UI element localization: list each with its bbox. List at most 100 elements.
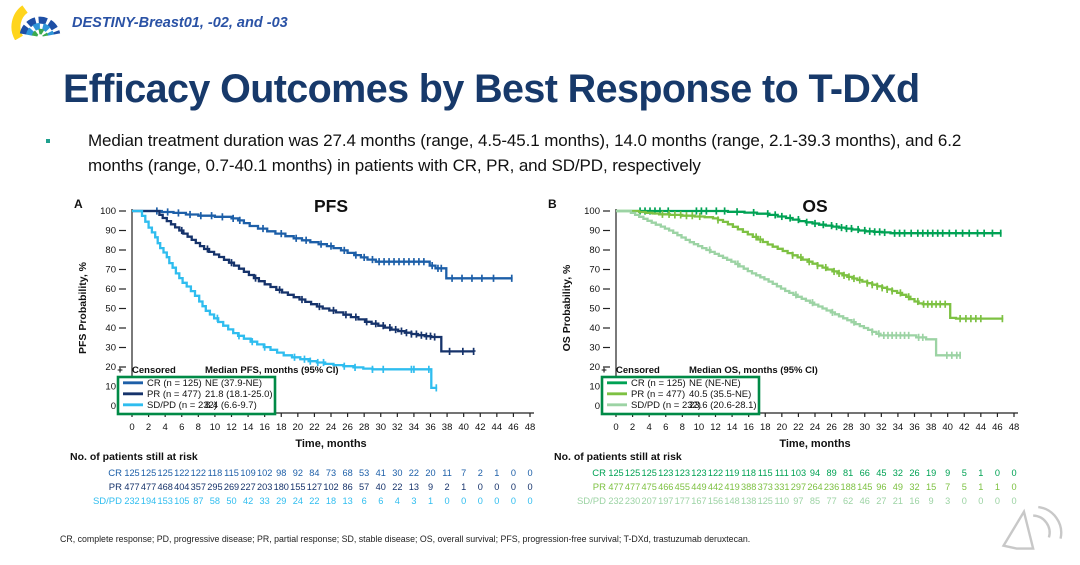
svg-text:230: 230 bbox=[625, 496, 640, 506]
svg-text:105: 105 bbox=[174, 496, 189, 506]
svg-text:SD/PD (n = 232): SD/PD (n = 232) bbox=[147, 400, 217, 411]
svg-text:11: 11 bbox=[442, 468, 452, 478]
bullet-icon bbox=[46, 139, 50, 143]
svg-text:32: 32 bbox=[392, 422, 403, 433]
svg-text:0: 0 bbox=[962, 496, 967, 506]
svg-text:388: 388 bbox=[741, 482, 756, 492]
svg-text:38: 38 bbox=[926, 422, 937, 433]
svg-text:CR (n = 125): CR (n = 125) bbox=[631, 378, 686, 389]
study-name: DESTINY-Breast01, -02, and -03 bbox=[72, 15, 288, 31]
bullet-text: Median treatment duration was 27.4 month… bbox=[88, 131, 962, 175]
svg-text:122: 122 bbox=[174, 468, 189, 478]
svg-text:23.6 (20.6-28.1): 23.6 (20.6-28.1) bbox=[689, 400, 757, 411]
svg-text:18: 18 bbox=[276, 422, 287, 433]
svg-text:0: 0 bbox=[978, 496, 983, 506]
svg-text:466: 466 bbox=[658, 482, 673, 492]
svg-text:331: 331 bbox=[774, 482, 789, 492]
svg-text:NE (NE-NE): NE (NE-NE) bbox=[689, 378, 741, 389]
svg-text:475: 475 bbox=[641, 482, 656, 492]
svg-text:127: 127 bbox=[307, 482, 322, 492]
svg-text:100: 100 bbox=[100, 206, 116, 217]
svg-text:6: 6 bbox=[179, 422, 184, 433]
svg-text:5: 5 bbox=[962, 468, 967, 478]
svg-text:36: 36 bbox=[425, 422, 436, 433]
y-axis-label: OS Probability, % bbox=[561, 264, 573, 351]
svg-text:15: 15 bbox=[926, 482, 936, 492]
svg-text:46: 46 bbox=[860, 496, 870, 506]
svg-text:1: 1 bbox=[494, 468, 499, 478]
svg-text:58: 58 bbox=[210, 496, 220, 506]
svg-text:1: 1 bbox=[461, 482, 466, 492]
y-tick-labels: 0 10 20 30 40 50 60 70 80 90 100 bbox=[584, 206, 600, 412]
censor-marks-SD-PD bbox=[708, 246, 961, 359]
svg-text:18: 18 bbox=[326, 496, 336, 506]
svg-text:46: 46 bbox=[508, 422, 519, 433]
svg-text:2: 2 bbox=[478, 468, 483, 478]
svg-text:22: 22 bbox=[409, 468, 419, 478]
svg-text:41: 41 bbox=[376, 468, 386, 478]
svg-text:123: 123 bbox=[675, 468, 690, 478]
svg-text:70: 70 bbox=[105, 265, 116, 276]
svg-text:167: 167 bbox=[691, 496, 706, 506]
panel-label: B bbox=[548, 197, 557, 211]
svg-text:66: 66 bbox=[860, 468, 870, 478]
svg-text:207: 207 bbox=[641, 496, 656, 506]
svg-text:14: 14 bbox=[727, 422, 738, 433]
svg-text:42: 42 bbox=[243, 496, 253, 506]
slide-header: DESTINY-Breast01, -02, and -03 bbox=[8, 4, 288, 40]
svg-text:CR (n = 125): CR (n = 125) bbox=[147, 378, 202, 389]
svg-text:20: 20 bbox=[105, 362, 116, 373]
svg-text:125: 125 bbox=[641, 468, 656, 478]
svg-text:SD/PD: SD/PD bbox=[93, 496, 122, 507]
svg-text:68: 68 bbox=[342, 468, 352, 478]
svg-text:8: 8 bbox=[680, 422, 685, 433]
svg-text:81: 81 bbox=[843, 468, 853, 478]
y-tick-labels: 0 10 20 30 40 50 60 70 80 90 100 bbox=[100, 206, 116, 412]
svg-text:468: 468 bbox=[157, 482, 172, 492]
svg-text:22: 22 bbox=[392, 482, 402, 492]
svg-text:29: 29 bbox=[276, 496, 286, 506]
svg-text:2: 2 bbox=[630, 422, 635, 433]
svg-text:119: 119 bbox=[725, 468, 740, 478]
svg-text:477: 477 bbox=[124, 482, 139, 492]
audio-speaker-icon[interactable] bbox=[992, 495, 1080, 565]
svg-text:77: 77 bbox=[826, 496, 836, 506]
svg-text:264: 264 bbox=[807, 482, 822, 492]
svg-text:357: 357 bbox=[191, 482, 206, 492]
svg-text:103: 103 bbox=[791, 468, 806, 478]
x-axis-label: Time, months bbox=[779, 438, 850, 450]
svg-text:295: 295 bbox=[207, 482, 222, 492]
svg-text:40: 40 bbox=[942, 422, 953, 433]
svg-text:34: 34 bbox=[893, 422, 904, 433]
censor-marks-CR bbox=[639, 207, 1002, 237]
curve-PR bbox=[616, 209, 1004, 320]
svg-text:89: 89 bbox=[826, 468, 836, 478]
svg-text:156: 156 bbox=[708, 496, 723, 506]
svg-text:NE (37.9-NE): NE (37.9-NE) bbox=[205, 378, 262, 389]
svg-text:9: 9 bbox=[945, 468, 950, 478]
svg-text:60: 60 bbox=[589, 284, 600, 295]
svg-text:6: 6 bbox=[663, 422, 668, 433]
svg-text:26: 26 bbox=[342, 422, 353, 433]
svg-text:42: 42 bbox=[475, 422, 486, 433]
svg-text:1: 1 bbox=[978, 468, 983, 478]
svg-text:22: 22 bbox=[793, 422, 804, 433]
svg-text:0: 0 bbox=[494, 482, 499, 492]
svg-text:2: 2 bbox=[445, 482, 450, 492]
svg-text:16: 16 bbox=[909, 496, 919, 506]
svg-text:148: 148 bbox=[724, 496, 739, 506]
svg-text:110: 110 bbox=[775, 496, 790, 506]
svg-text:109: 109 bbox=[240, 468, 255, 478]
svg-text:87: 87 bbox=[193, 496, 203, 506]
legend: + Censored Median PFS, months (95% CI)CR (… bbox=[116, 365, 339, 416]
svg-text:No. of patients still at risk: No. of patients still at risk bbox=[70, 451, 198, 463]
censor-marks-PR bbox=[180, 226, 475, 355]
svg-text:SD/PD (n = 232): SD/PD (n = 232) bbox=[631, 400, 701, 411]
censor-marks-SD-PD bbox=[216, 314, 438, 392]
svg-text:269: 269 bbox=[224, 482, 239, 492]
svg-text:94: 94 bbox=[810, 468, 820, 478]
svg-text:30: 30 bbox=[375, 422, 386, 433]
svg-text:0: 0 bbox=[1011, 496, 1016, 506]
svg-text:7: 7 bbox=[461, 468, 466, 478]
